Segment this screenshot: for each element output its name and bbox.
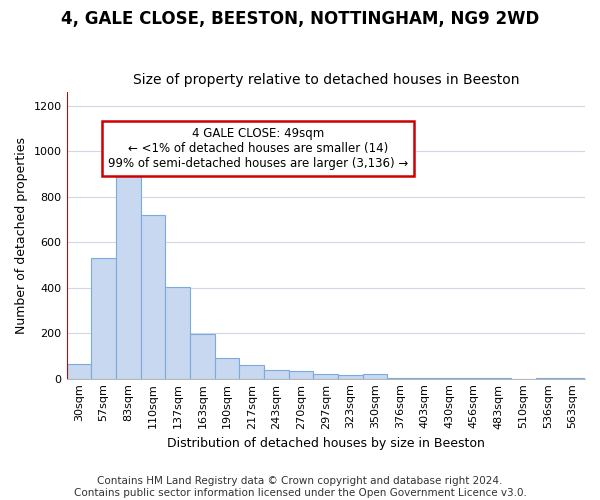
Bar [215,358,239,378]
X-axis label: Distribution of detached houses by size in Beeston: Distribution of detached houses by size … [167,437,485,450]
Bar [363,374,388,378]
Bar [190,334,215,378]
Bar [338,376,363,378]
Bar [313,374,338,378]
Y-axis label: Number of detached properties: Number of detached properties [15,137,28,334]
Title: Size of property relative to detached houses in Beeston: Size of property relative to detached ho… [133,73,519,87]
Text: Contains HM Land Registry data © Crown copyright and database right 2024.
Contai: Contains HM Land Registry data © Crown c… [74,476,526,498]
Bar [239,365,264,378]
Text: 4, GALE CLOSE, BEESTON, NOTTINGHAM, NG9 2WD: 4, GALE CLOSE, BEESTON, NOTTINGHAM, NG9 … [61,10,539,28]
Bar [289,370,313,378]
Bar [165,286,190,378]
Bar [91,258,116,378]
Bar [116,152,140,378]
Bar [140,215,165,378]
Bar [264,370,289,378]
Bar [67,364,91,378]
Text: 4 GALE CLOSE: 49sqm
← <1% of detached houses are smaller (14)
99% of semi-detach: 4 GALE CLOSE: 49sqm ← <1% of detached ho… [108,126,409,170]
